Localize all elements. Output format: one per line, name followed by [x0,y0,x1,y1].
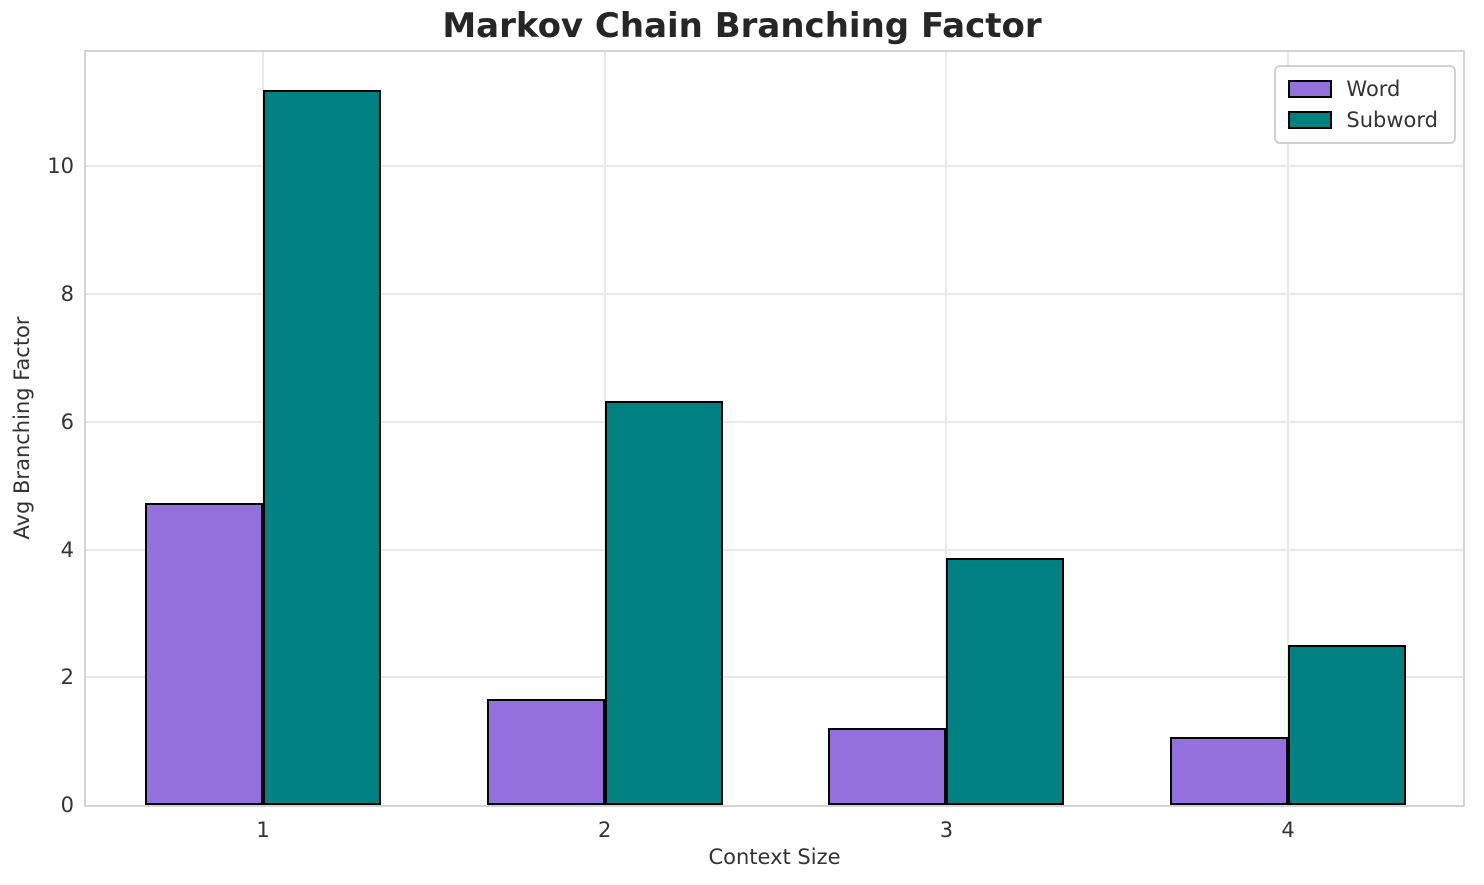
bar-word-4 [1170,737,1289,805]
x-axis-label: Context Size [708,845,841,869]
bar-word-1 [145,503,263,805]
y-tick-label: 8 [60,282,74,307]
legend-swatch-subword [1288,111,1333,129]
v-gridline [1287,52,1290,805]
bar-word-2 [486,699,605,805]
bar-subword-1 [263,90,381,805]
y-tick-label: 4 [60,537,74,562]
bar-subword-3 [946,558,1065,805]
legend-label: Subword [1346,108,1438,132]
bar-subword-4 [1288,645,1407,805]
h-gridline [86,293,1463,296]
x-tick-label: 4 [1281,818,1295,842]
h-gridline [86,165,1463,168]
legend-swatch-word [1288,80,1333,98]
y-tick-label: 2 [60,665,74,690]
x-tick-label: 2 [598,818,612,842]
y-tick-label: 10 [47,154,74,179]
x-tick-label: 3 [939,818,954,842]
x-tick-label: 1 [256,818,270,842]
chart-title: Markov Chain Branching Factor [442,6,1042,46]
bar-subword-2 [604,401,723,805]
legend-item-subword: Subword [1288,107,1438,133]
h-gridline [86,420,1463,423]
plot-area: Word Subword [84,50,1465,807]
v-gridline [945,52,948,805]
legend-label: Word [1346,77,1401,101]
y-tick-label: 6 [60,409,74,434]
h-gridline [86,676,1463,679]
y-tick-label: 0 [60,793,74,817]
legend: Word Subword [1274,65,1456,144]
h-gridline [86,548,1463,551]
bar-word-3 [828,728,947,805]
legend-item-word: Word [1288,76,1438,102]
